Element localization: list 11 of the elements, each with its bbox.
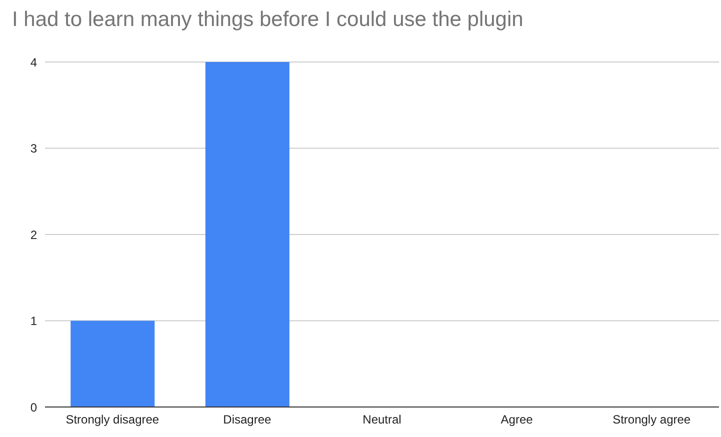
- y-tick-label: 1: [30, 314, 38, 328]
- x-tick-label: Neutral: [362, 412, 402, 427]
- x-tick-label: Strongly disagree: [66, 412, 160, 427]
- y-tick-label: 0: [30, 400, 38, 414]
- x-tick-label: Strongly agree: [612, 412, 691, 427]
- y-tick-label: 4: [30, 55, 38, 70]
- y-tick-label: 2: [30, 228, 38, 242]
- chart-title: I had to learn many things before I could use the plugin: [12, 8, 524, 32]
- x-tick-label: Disagree: [223, 412, 272, 427]
- y-tick-label: 3: [30, 142, 38, 156]
- x-tick-label: Agree: [500, 412, 534, 427]
